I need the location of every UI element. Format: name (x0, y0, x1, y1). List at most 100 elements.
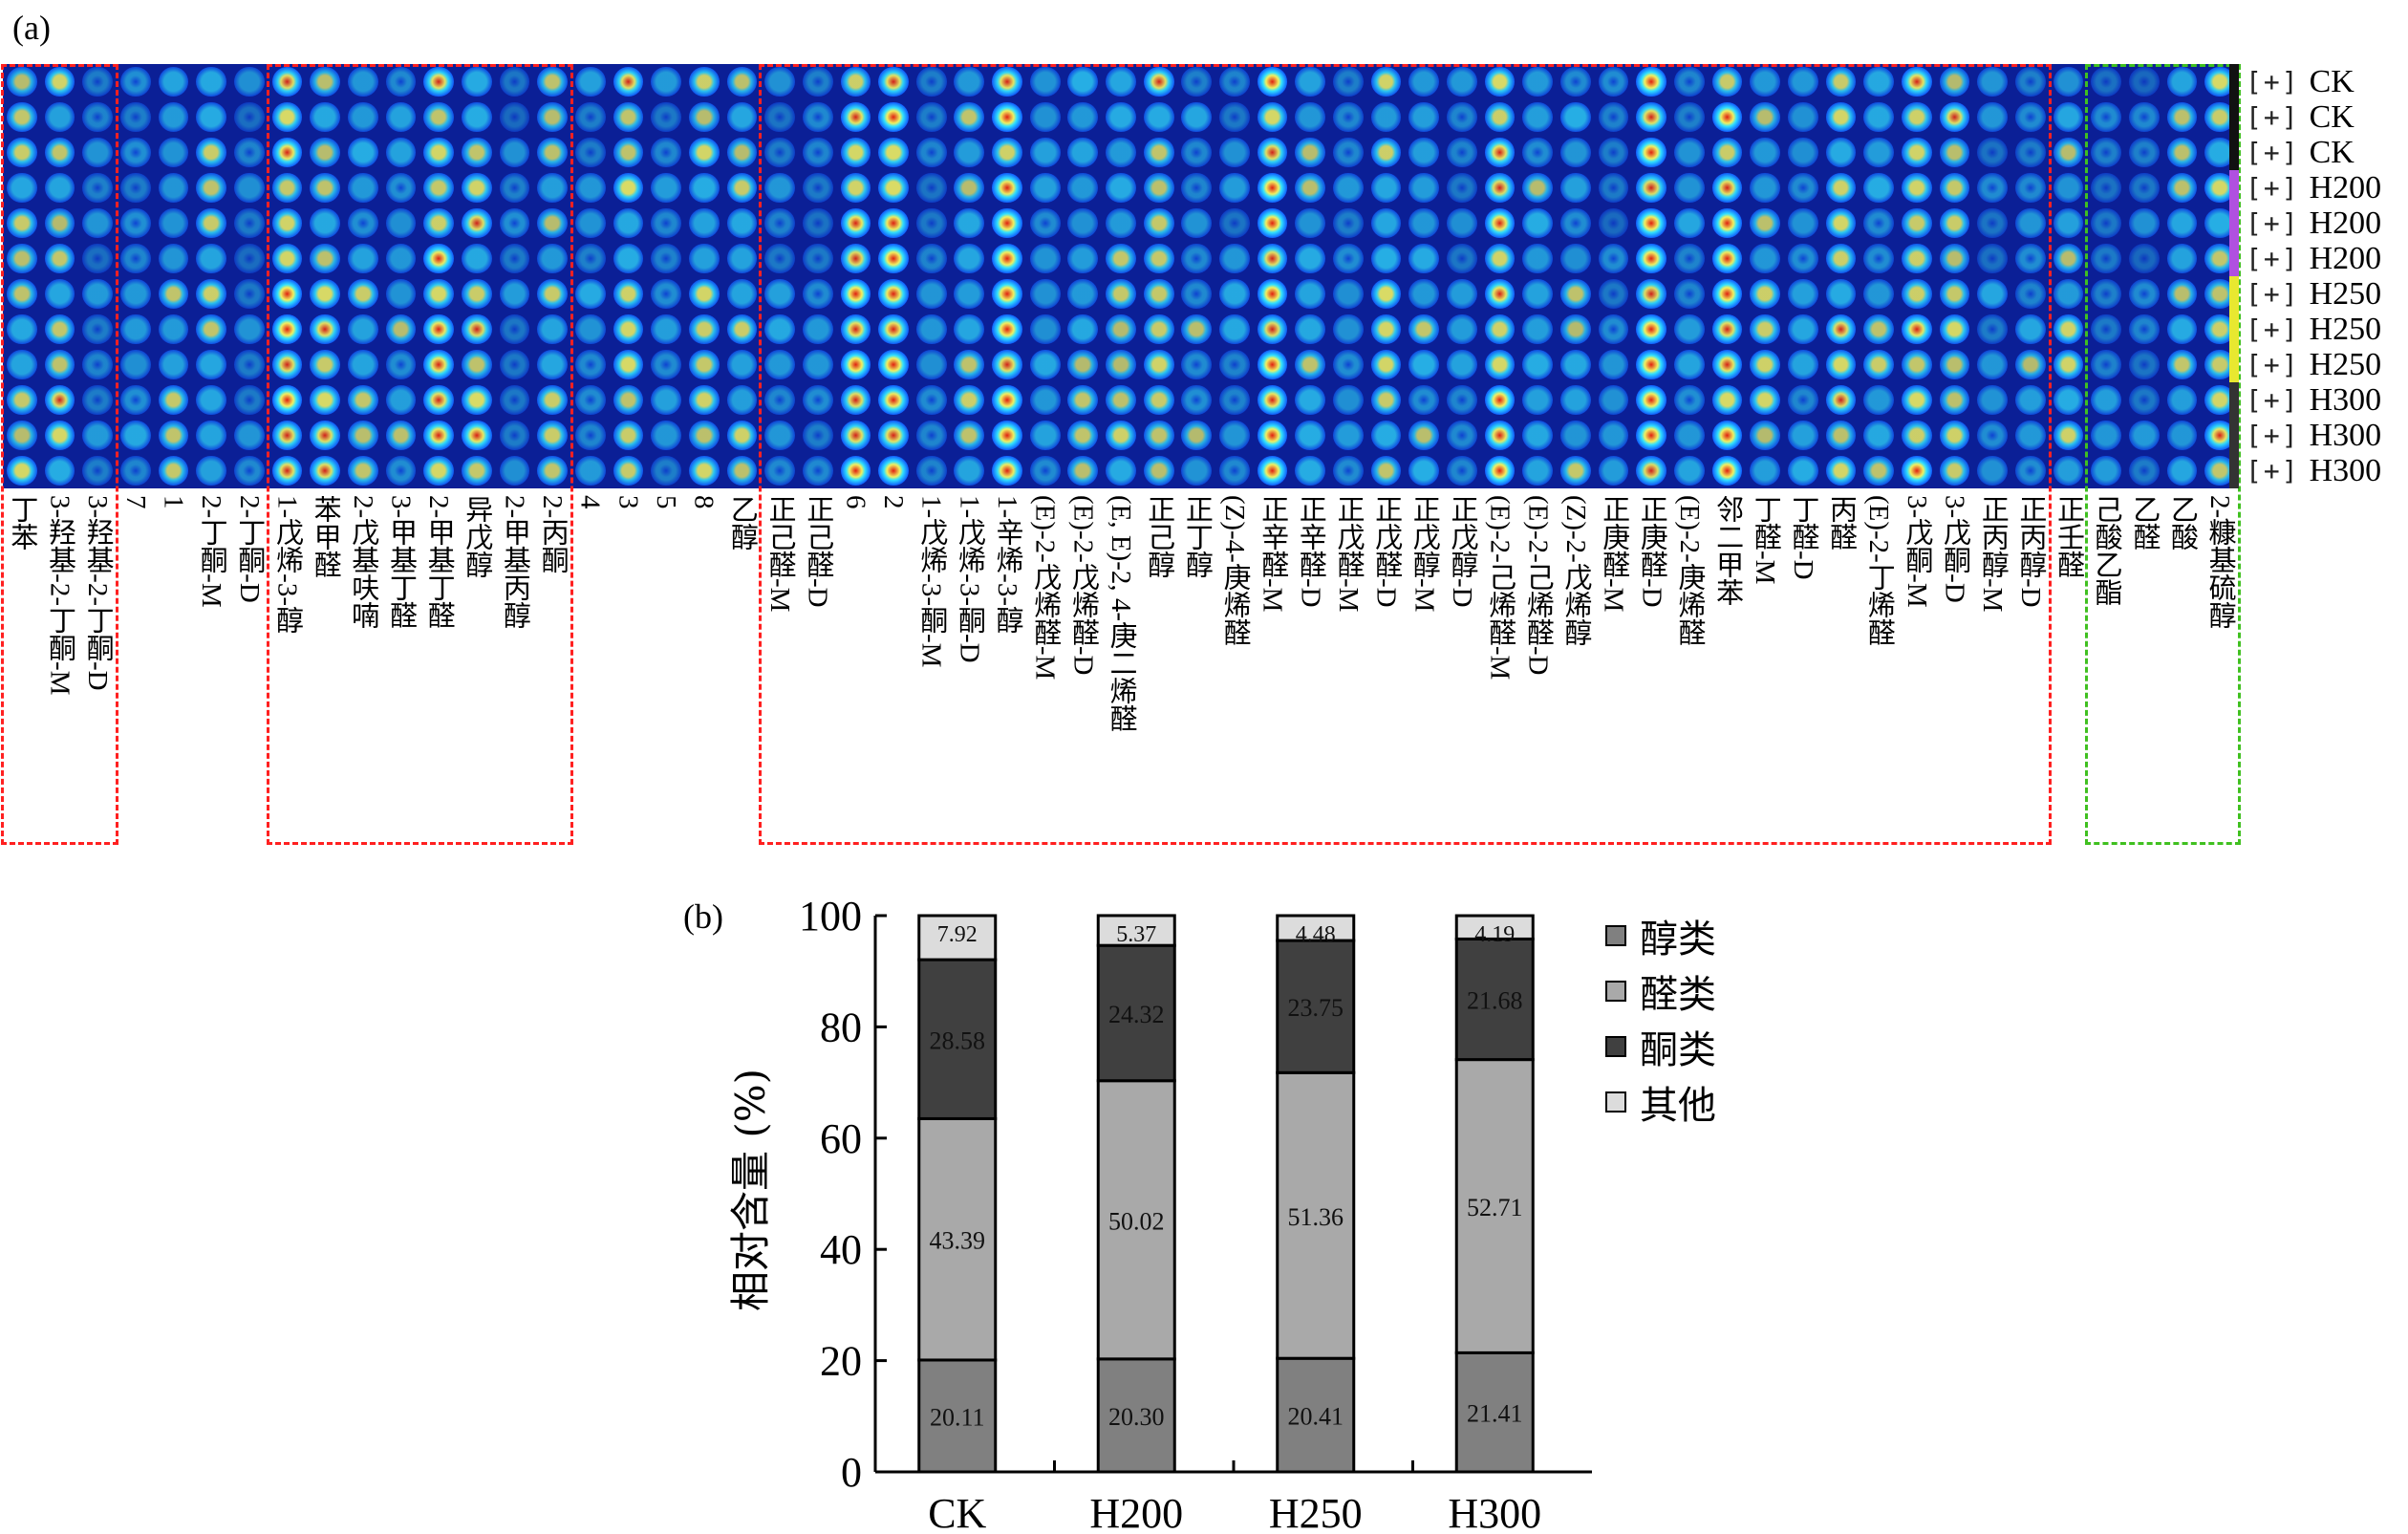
heatmap-cell (1522, 313, 1554, 345)
heatmap-cell (423, 349, 454, 380)
heatmap-cell (954, 207, 985, 239)
heatmap-cell (878, 313, 909, 345)
heatmap-cell (1257, 207, 1288, 239)
heatmap-cell (1674, 172, 1705, 204)
column-label: 3-戊酮-M (1901, 495, 1932, 608)
heatmap-cell (310, 243, 340, 274)
heatmap-cell (385, 137, 417, 168)
heatmap-cell (1902, 66, 1932, 97)
heatmap-cell (1711, 420, 1743, 451)
expand-icon[interactable]: [+] (2246, 66, 2300, 97)
heatmap-cell (613, 172, 644, 204)
heatmap-cell (423, 420, 454, 451)
expand-icon[interactable]: [+] (2246, 172, 2300, 204)
heatmap-cell (6, 349, 37, 380)
row-label: [+] H250 (2246, 347, 2381, 382)
heatmap-cell (688, 313, 720, 345)
column-label: 正辛醛-M (1257, 495, 1288, 613)
heatmap-cell (1674, 243, 1705, 274)
expand-icon[interactable]: [+] (2246, 313, 2300, 345)
heatmap-cell (915, 313, 947, 345)
heatmap-cell (82, 384, 113, 416)
row-label: [+] CK (2246, 99, 2354, 135)
heatmap-cell (840, 349, 871, 380)
heatmap-cell (1257, 455, 1288, 486)
expand-icon[interactable]: [+] (2246, 101, 2300, 133)
expand-icon[interactable]: [+] (2246, 455, 2300, 486)
heatmap-cell (2128, 66, 2160, 97)
heatmap-cell (613, 137, 644, 168)
heatmap-cell (613, 66, 644, 97)
heatmap-cell (613, 313, 644, 345)
column-label: 2-糠基硫醇 (2204, 495, 2236, 630)
heatmap-cell (764, 278, 795, 310)
heatmap-cell (423, 172, 454, 204)
e-nose-heatmap (3, 64, 2239, 488)
heatmap-cell (158, 207, 189, 239)
heatmap-cell (954, 349, 985, 380)
expand-icon[interactable]: [+] (2246, 420, 2300, 451)
heatmap-cell (1067, 278, 1099, 310)
heatmap-cell (1522, 420, 1554, 451)
heatmap-cell (1977, 66, 2009, 97)
heatmap-cell (233, 384, 265, 416)
heatmap-cell (2128, 455, 2160, 486)
bar-segment (917, 914, 998, 961)
heatmap-cell (44, 207, 75, 239)
column-label: (Z)-4-庚烯醛 (1218, 495, 1250, 646)
heatmap-cell (119, 384, 151, 416)
heatmap-cell (6, 420, 37, 451)
expand-icon[interactable]: [+] (2246, 137, 2300, 168)
heatmap-cell (499, 207, 530, 239)
heatmap-cell (2166, 101, 2198, 133)
heatmap-cell (1636, 384, 1667, 416)
heatmap-cell (878, 420, 909, 451)
heatmap-cell (1408, 172, 1440, 204)
row-group-bar (2229, 170, 2239, 205)
heatmap-cell (1219, 101, 1250, 133)
heatmap-cell (764, 66, 795, 97)
heatmap-cell (726, 172, 758, 204)
heatmap-cell (1484, 137, 1516, 168)
column-label: 丁苯 (6, 495, 37, 551)
row-label-text: H200 (2309, 169, 2382, 205)
heatmap-cell (461, 66, 492, 97)
heatmap-cell (537, 101, 568, 133)
heatmap-cell (2166, 278, 2198, 310)
heatmap-cell (1067, 455, 1099, 486)
heatmap-cell (82, 278, 113, 310)
heatmap-cell (992, 420, 1022, 451)
expand-icon[interactable]: [+] (2246, 207, 2300, 239)
heatmap-cell (1370, 420, 1402, 451)
heatmap-cell (1447, 455, 1477, 486)
expand-icon[interactable]: [+] (2246, 243, 2300, 274)
heatmap-cell (1902, 384, 1932, 416)
heatmap-cell (44, 66, 75, 97)
heatmap-cell (1029, 66, 1061, 97)
heatmap-cell (802, 66, 833, 97)
heatmap-cell (1067, 420, 1099, 451)
heatmap-cell (1560, 172, 1591, 204)
heatmap-cell (1598, 455, 1629, 486)
column-label: 正戊醛-D (1370, 495, 1402, 608)
heatmap-cell (310, 137, 340, 168)
heatmap-cell (2053, 243, 2084, 274)
heatmap-cell (1106, 101, 1136, 133)
heatmap-cell (915, 101, 947, 133)
heatmap-cell (1484, 384, 1516, 416)
heatmap-cell (1977, 384, 2009, 416)
heatmap-cell (613, 278, 644, 310)
heatmap-cell (1902, 172, 1932, 204)
heatmap-cell (1257, 420, 1288, 451)
heatmap-cell (1598, 207, 1629, 239)
heatmap-cell (1143, 66, 1174, 97)
expand-icon[interactable]: [+] (2246, 384, 2300, 416)
data-label: 52.71 (1467, 1194, 1523, 1221)
heatmap-cell (1370, 278, 1402, 310)
expand-icon[interactable]: [+] (2246, 349, 2300, 380)
heatmap-cell (878, 207, 909, 239)
heatmap-cell (271, 101, 303, 133)
expand-icon[interactable]: [+] (2246, 278, 2300, 310)
heatmap-cell (1636, 172, 1667, 204)
heatmap-cell (1674, 313, 1705, 345)
